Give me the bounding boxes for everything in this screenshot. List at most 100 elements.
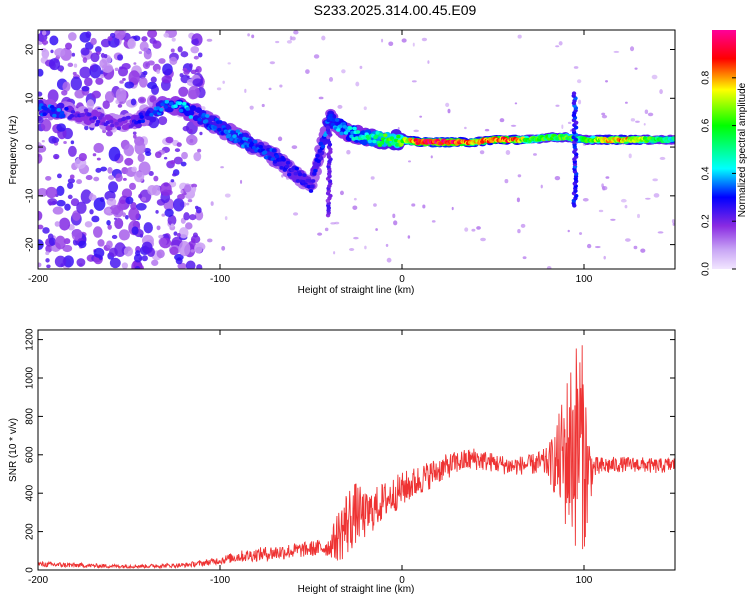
spec-noise-blob (177, 194, 185, 200)
spec-noise-blob (561, 124, 564, 129)
spec-noise-blob (93, 142, 104, 154)
snr-y-tick-label: 600 (25, 446, 36, 463)
spec-noise-blob (48, 58, 61, 71)
spec-noise-blob (122, 212, 127, 218)
spec-ridge-cell (253, 139, 258, 144)
spec-noise-blob (153, 175, 159, 182)
spec-noise-blob (373, 203, 377, 207)
spec-noise-blob (601, 112, 606, 116)
spec-noise-blob (70, 140, 75, 145)
spec-noise-blob (131, 166, 137, 173)
spec-ridge-cell (149, 112, 154, 117)
spec-noise-blob (62, 244, 73, 253)
spec-y-tick-label: 0 (25, 144, 36, 150)
spec-noise-blob (102, 129, 107, 134)
spec-noise-blob (610, 218, 616, 221)
snr-y-tick-label: 0 (25, 567, 36, 573)
spec-noise-blob (107, 224, 112, 230)
spec-noise-blob (49, 35, 59, 46)
spec-ridge-cell (281, 157, 286, 162)
spec-noise-blob (90, 37, 97, 46)
spec-ridge-cell (307, 178, 313, 183)
spec-ridge-cell (117, 118, 123, 123)
spec-noise-blob (187, 199, 193, 203)
spec-noise-blob (139, 41, 149, 52)
spec-noise-blob (193, 55, 199, 60)
spec-noise-blob (174, 148, 181, 153)
snr-y-label: SNR (10 * v/v) (8, 418, 19, 482)
spec-noise-blob (375, 228, 378, 231)
spec-noise-blob (38, 68, 44, 77)
spec-noise-blob (134, 266, 141, 269)
spec-ridge-cell (262, 150, 268, 155)
spec-ridge-cell (317, 149, 322, 153)
spec-noise-blob (385, 243, 389, 247)
spec-noise-blob (464, 227, 469, 232)
spec-noise-blob (67, 182, 74, 190)
spec-ridge-cell (318, 141, 324, 146)
spec-noise-blob (672, 222, 675, 226)
snr-y-tick-label: 200 (25, 523, 36, 540)
spec-ridge-cell (387, 143, 392, 147)
spec-noise-blob (633, 245, 638, 250)
spec-noise-blob (38, 188, 48, 197)
spec-noise-blob (224, 216, 228, 221)
spec-ridge-cell (374, 134, 379, 138)
spec-noise-blob (427, 60, 430, 64)
spec-noise-blob (91, 90, 101, 99)
spec-noise-blob (38, 210, 43, 221)
spec-noise-blob (578, 99, 582, 105)
spec-ridge-cell (201, 112, 207, 117)
spec-noise-blob (419, 115, 423, 118)
spec-noise-blob (601, 186, 608, 191)
spec-noise-blob (124, 157, 134, 166)
spec-noise-blob (130, 98, 137, 106)
spec-ridge-cell (152, 110, 158, 114)
spec-noise-blob (176, 233, 181, 237)
spec-noise-blob (84, 77, 93, 87)
spec-noise-blob (155, 210, 159, 214)
spec-noise-blob (247, 33, 250, 37)
spec-x-tick-label: -200 (28, 274, 48, 285)
spec-noise-blob (143, 222, 153, 234)
spec-noise-blob (430, 155, 433, 159)
spec-noise-blob (93, 176, 100, 182)
spec-noise-blob (292, 212, 299, 216)
spec-ridge-cell (83, 108, 89, 113)
spec-noise-blob (313, 54, 320, 59)
spec-noise-blob (169, 56, 178, 65)
spec-ridge-cell (218, 120, 223, 124)
spec-noise-blob (107, 36, 113, 42)
spec-noise-blob (38, 224, 44, 230)
spec-ridge-cell (302, 173, 307, 178)
spec-noise-blob (624, 238, 631, 242)
spec-noise-blob (194, 205, 199, 210)
spec-noise-blob (183, 184, 192, 193)
spec-ridge-cell (59, 110, 65, 115)
spec-noise-blob (185, 222, 193, 230)
spec-noise-blob (179, 73, 184, 78)
spec-noise-blob (139, 77, 148, 88)
spec-noise-blob (188, 129, 193, 134)
spec-ridge-cell (399, 142, 404, 147)
spec-ridge-cell (226, 133, 232, 138)
spec-noise-blob (188, 85, 200, 99)
spec-noise-blob (154, 151, 162, 159)
spec-ridge-cell (249, 141, 255, 146)
colorbar: 0.0 0.2 0.4 0.6 0.8 Normalized spectral ampl… (701, 30, 748, 276)
spec-noise-blob (117, 66, 129, 77)
colorbar-tick-label: 0.6 (701, 118, 712, 132)
spec-noise-blob (170, 179, 175, 183)
spec-noise-blob (346, 149, 351, 155)
spec-ridge-cell (149, 116, 157, 123)
spec-noise-blob (158, 58, 166, 64)
spec-ridge-cell (286, 172, 292, 177)
spec-noise-blob (95, 167, 102, 173)
spec-noise-blob (224, 193, 231, 198)
spec-ridge-cell (164, 99, 170, 104)
spec-noise-blob (47, 198, 58, 206)
spec-noise-blob (370, 176, 375, 180)
spec-noise-blob (499, 118, 505, 123)
spec-noise-blob (388, 41, 394, 47)
